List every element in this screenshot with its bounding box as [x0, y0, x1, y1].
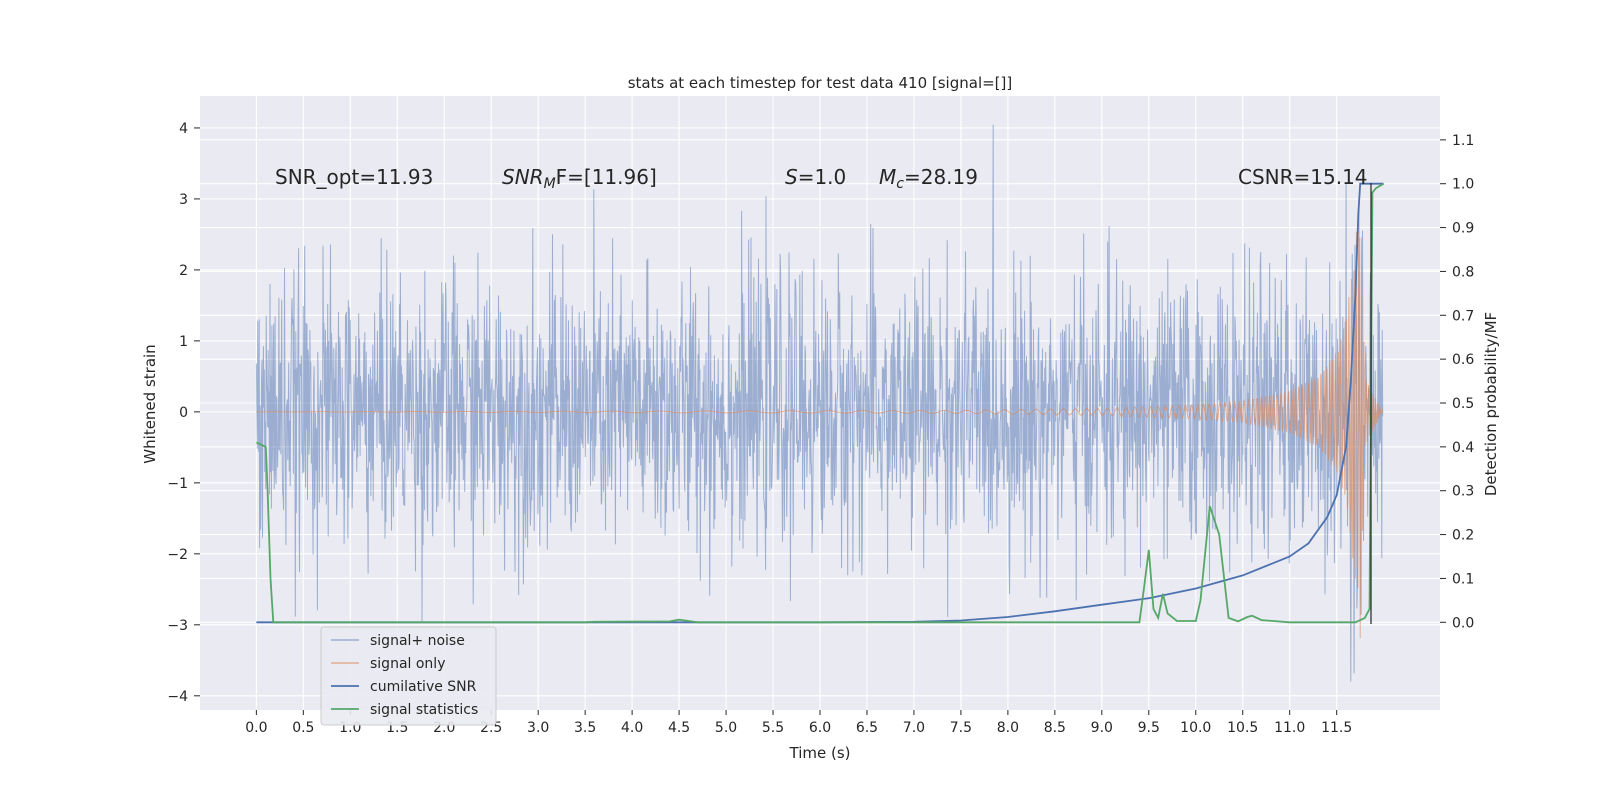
- x-tick-label: 8.0: [997, 720, 1019, 736]
- y-tick-label: 1: [179, 334, 188, 350]
- annotation-snr-opt: SNR_opt=11.93: [275, 165, 433, 189]
- legend: signal+ noise signal only cumilative SNR…: [320, 626, 497, 726]
- legend-label-cumulative-snr: cumilative SNR: [370, 679, 477, 695]
- y2-axis-label: Detection probability/MF: [1482, 312, 1500, 496]
- signal-plus-noise-line: [255, 124, 1384, 682]
- signal-only-series: [256, 203, 1384, 639]
- y2-axis-ticks: 1.1 1.0 0.9 0.8 0.7 0.6 0.5 0.4 0.3 0.2 0.1 0.0: [1440, 133, 1474, 631]
- x-tick-label: 10.5: [1227, 720, 1258, 736]
- signal-statistics-line: [256, 182, 1385, 624]
- x-tick-label: 11.5: [1321, 720, 1352, 736]
- x-tick-label: 0.0: [245, 720, 267, 736]
- y2-tick-label: 0.4: [1452, 440, 1474, 456]
- x-tick-label: 8.5: [1044, 720, 1066, 736]
- signal-statistics-series: [256, 182, 1385, 624]
- y-tick-label: −2: [167, 547, 188, 563]
- x-tick-label: 5.0: [715, 720, 737, 736]
- annotation-mc: Mc=28.19: [879, 165, 978, 192]
- x-tick-label: 11.0: [1274, 720, 1305, 736]
- x-tick-label: 7.0: [903, 720, 925, 736]
- y-tick-label: −3: [167, 618, 188, 634]
- y2-tick-label: 0.5: [1452, 396, 1474, 412]
- y-tick-label: 0: [179, 405, 188, 421]
- y2-tick-label: 0.6: [1452, 352, 1474, 368]
- y2-tick-label: 0.8: [1452, 264, 1474, 280]
- y-tick-label: −4: [167, 689, 188, 705]
- x-tick-label: 10.0: [1180, 720, 1211, 736]
- legend-box: [320, 626, 497, 726]
- y-tick-label: 2: [179, 263, 188, 279]
- annotation-csnr: CSNR=15.14: [1238, 165, 1368, 189]
- chart-title: stats at each timestep for test data 410…: [628, 74, 1013, 92]
- x-tick-label: 6.0: [809, 720, 831, 736]
- y2-tick-label: 0.0: [1452, 615, 1474, 631]
- x-tick-label: 0.5: [292, 720, 314, 736]
- y2-tick-label: 1.0: [1452, 177, 1474, 193]
- y-axis-label: Whitened strain: [141, 344, 159, 463]
- x-axis-label: Time (s): [789, 744, 851, 762]
- signal-only-line: [256, 203, 1384, 639]
- x-tick-label: 6.5: [856, 720, 878, 736]
- y2-tick-label: 0.1: [1452, 571, 1474, 587]
- x-tick-label: 7.5: [950, 720, 972, 736]
- x-tick-label: 3.0: [527, 720, 549, 736]
- signal-plus-noise-series: [255, 124, 1384, 682]
- y-axis-ticks: 4 3 2 1 0 −1 −2 −3 −4: [167, 121, 200, 705]
- x-tick-label: 4.0: [621, 720, 643, 736]
- y-tick-label: 4: [179, 121, 188, 137]
- annotation-s: S=1.0: [785, 165, 846, 189]
- cumulative-snr-line: [256, 182, 1384, 624]
- legend-label-signal-plus-noise: signal+ noise: [370, 633, 465, 649]
- y2-tick-label: 0.3: [1452, 484, 1474, 500]
- x-tick-label: 4.5: [668, 720, 690, 736]
- y2-tick-label: 0.7: [1452, 308, 1474, 324]
- legend-label-signal-only: signal only: [370, 656, 445, 672]
- y-tick-label: −1: [167, 476, 188, 492]
- legend-label-signal-statistics: signal statistics: [370, 702, 478, 718]
- y2-tick-label: 1.1: [1452, 133, 1474, 149]
- annotation-snr-mf: SNRMF=[11.96]: [502, 165, 657, 192]
- x-tick-label: 3.5: [574, 720, 596, 736]
- cumulative-snr-series: [256, 182, 1384, 624]
- x-tick-label: 9.5: [1138, 720, 1160, 736]
- y2-tick-label: 0.9: [1452, 221, 1474, 237]
- x-tick-label: 9.0: [1091, 720, 1113, 736]
- y-tick-label: 3: [179, 192, 188, 208]
- x-tick-label: 5.5: [762, 720, 784, 736]
- y2-tick-label: 0.2: [1452, 528, 1474, 544]
